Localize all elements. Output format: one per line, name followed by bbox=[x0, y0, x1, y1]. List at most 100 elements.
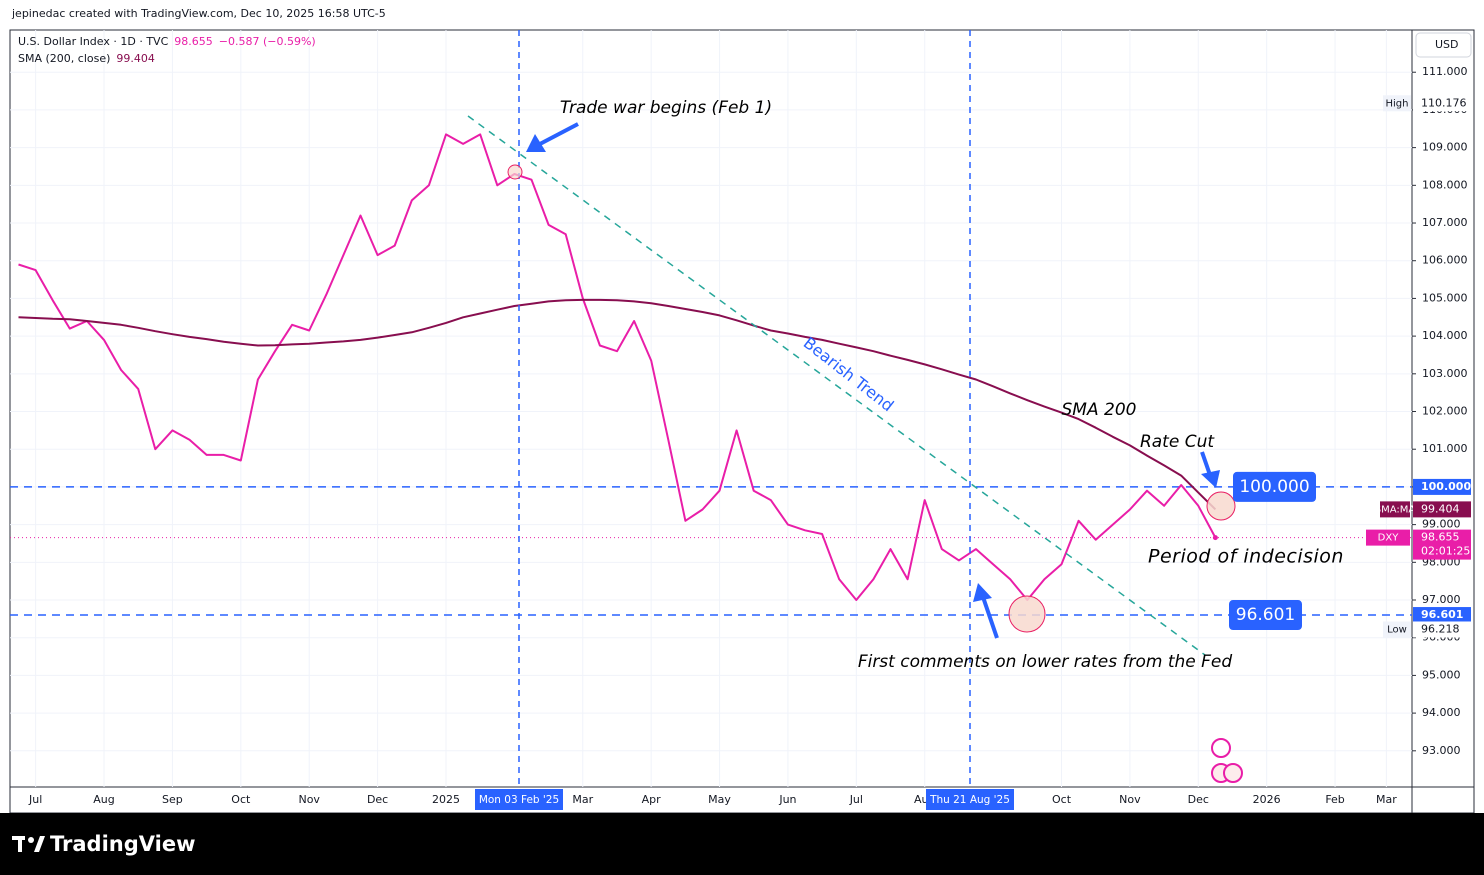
extreme-name: High bbox=[1386, 98, 1409, 109]
y-tick-label: 97.000 bbox=[1422, 593, 1461, 606]
axis-tag-label: 100.000 bbox=[1421, 480, 1471, 493]
series-line bbox=[18, 133, 1217, 601]
axis-tag-label: 110.176 bbox=[1421, 96, 1467, 109]
y-tick-label: 108.000 bbox=[1422, 178, 1468, 191]
y-tick-label: 94.000 bbox=[1422, 706, 1461, 719]
legend-line: U.S. Dollar Index · 1D · TVC 98.655 −0.587… bbox=[18, 35, 316, 48]
x-tick-label: Nov bbox=[1119, 793, 1141, 806]
axis-tag bbox=[1413, 478, 1471, 495]
y-tick-label: 104.000 bbox=[1422, 329, 1468, 342]
arrow-head bbox=[973, 583, 992, 602]
level-label: 100.000 bbox=[1239, 477, 1309, 497]
level-box bbox=[1233, 471, 1316, 502]
countdown: 02:01:25 bbox=[1421, 545, 1470, 558]
crosshair-label: Thu 21 Aug '25 bbox=[929, 794, 1010, 806]
logo-part bbox=[34, 836, 45, 852]
axis-tag-label: 99.404 bbox=[1421, 502, 1460, 515]
y-tick-label: 109.000 bbox=[1422, 141, 1468, 154]
x-tick-label: Mar bbox=[572, 793, 593, 806]
crosshair-box bbox=[475, 789, 563, 810]
highlight-circle bbox=[1008, 595, 1046, 633]
price: 98.655 bbox=[174, 35, 213, 48]
plot bbox=[10, 30, 1412, 787]
x-tick-label: Aug bbox=[93, 793, 114, 806]
highlight-circle bbox=[507, 164, 523, 180]
footer bbox=[0, 813, 1484, 875]
x-tick-label: Jul bbox=[28, 793, 42, 806]
axis-tag bbox=[1413, 501, 1471, 518]
axis-tag bbox=[1413, 95, 1471, 112]
arrow-head bbox=[1201, 470, 1220, 488]
arrow-head bbox=[526, 134, 546, 152]
x-tick-label: Jun bbox=[778, 793, 796, 806]
x-tick-label: Feb bbox=[1325, 793, 1344, 806]
axis-tag-label: 98.655 bbox=[1421, 531, 1460, 544]
credit: jepinedac created with TradingView.com, … bbox=[11, 7, 386, 20]
x-tick-label: Apr bbox=[642, 793, 662, 806]
x-tick-label: 2025 bbox=[432, 793, 460, 806]
symbol: U.S. Dollar Index · 1D · TVC bbox=[18, 35, 169, 48]
y-tick-label: 106.000 bbox=[1422, 254, 1468, 267]
axis-tag bbox=[1413, 607, 1471, 624]
event-icon[interactable] bbox=[1223, 763, 1243, 783]
y-tick-label: 111.000 bbox=[1422, 65, 1468, 78]
extreme-name-box bbox=[1383, 95, 1411, 112]
axis-tag bbox=[1413, 529, 1471, 560]
arrow bbox=[1200, 451, 1212, 476]
y-tick-label: 107.000 bbox=[1422, 216, 1468, 229]
x-tick-label: Oct bbox=[1052, 793, 1072, 806]
crosshair-label: Mon 03 Feb '25 bbox=[479, 794, 559, 806]
y-tick-label: 99.000 bbox=[1422, 518, 1461, 531]
y-tick-label: 93.000 bbox=[1422, 744, 1461, 757]
axis-tag bbox=[1413, 621, 1471, 638]
annotation: Period of indecision bbox=[1148, 546, 1344, 568]
level-label: 96.601 bbox=[1236, 605, 1295, 625]
arrows bbox=[526, 122, 1220, 639]
logo-mark bbox=[12, 836, 45, 852]
crosshair-box bbox=[926, 789, 1014, 810]
y-tick-label: 95.000 bbox=[1422, 668, 1461, 681]
last-point bbox=[1212, 535, 1218, 541]
y-tick-label: 102.000 bbox=[1422, 405, 1468, 418]
arrow bbox=[981, 596, 999, 639]
annotation: First comments on lower rates from the F… bbox=[858, 652, 1233, 672]
series-tag-name: DXY bbox=[1378, 533, 1400, 544]
annotation: Trade war begins (Feb 1) bbox=[560, 98, 772, 118]
y-tick-label: 103.000 bbox=[1422, 367, 1468, 380]
logo-part bbox=[28, 837, 34, 843]
x-tick-label: Sep bbox=[162, 793, 183, 806]
y-tick-label: 101.000 bbox=[1422, 442, 1468, 455]
level-box bbox=[1229, 600, 1302, 631]
highlight-circle bbox=[1206, 491, 1236, 521]
annotation: SMA 200 bbox=[1062, 400, 1137, 420]
extreme-name-box bbox=[1383, 621, 1411, 638]
event-icon[interactable] bbox=[1211, 738, 1231, 758]
x-tick-label: Dec bbox=[367, 793, 388, 806]
currency: USD bbox=[1435, 38, 1459, 51]
overlay: 100.000 100.000 96.601 96.601 DXY 98.65502:01… bbox=[475, 95, 1471, 810]
change: −0.587 (−0.59%) bbox=[219, 35, 316, 48]
x-tick-label: Mar bbox=[1376, 793, 1397, 806]
x-tick-label: Nov bbox=[298, 793, 320, 806]
trend-line bbox=[467, 115, 1206, 656]
x-tick-label: Dec bbox=[1188, 793, 1209, 806]
indicator-legend: SMA (200, close) 99.404 bbox=[18, 52, 155, 65]
series-tag-name: SMA:MA bbox=[1375, 504, 1416, 515]
x-tick-label: Jul bbox=[849, 793, 863, 806]
series-line bbox=[18, 298, 1217, 511]
indicator: SMA (200, close) bbox=[18, 52, 110, 65]
grid: 93.00094.00095.00096.00097.00098.00099.0… bbox=[10, 30, 1468, 806]
extreme-name: Low bbox=[1387, 624, 1407, 635]
x-tick-label: Oct bbox=[231, 793, 251, 806]
axis-tag-label: 96.218 bbox=[1421, 622, 1460, 635]
annotation: Rate Cut bbox=[1140, 432, 1215, 452]
series-tag-name-box bbox=[1366, 529, 1410, 546]
logo: TradingView bbox=[50, 832, 195, 856]
y-tick-label: 105.000 bbox=[1422, 291, 1468, 304]
currency-box[interactable] bbox=[1415, 32, 1472, 58]
series-tag-name-box bbox=[1380, 501, 1410, 518]
x-tick-label: May bbox=[708, 793, 731, 806]
logo-part bbox=[18, 836, 22, 852]
